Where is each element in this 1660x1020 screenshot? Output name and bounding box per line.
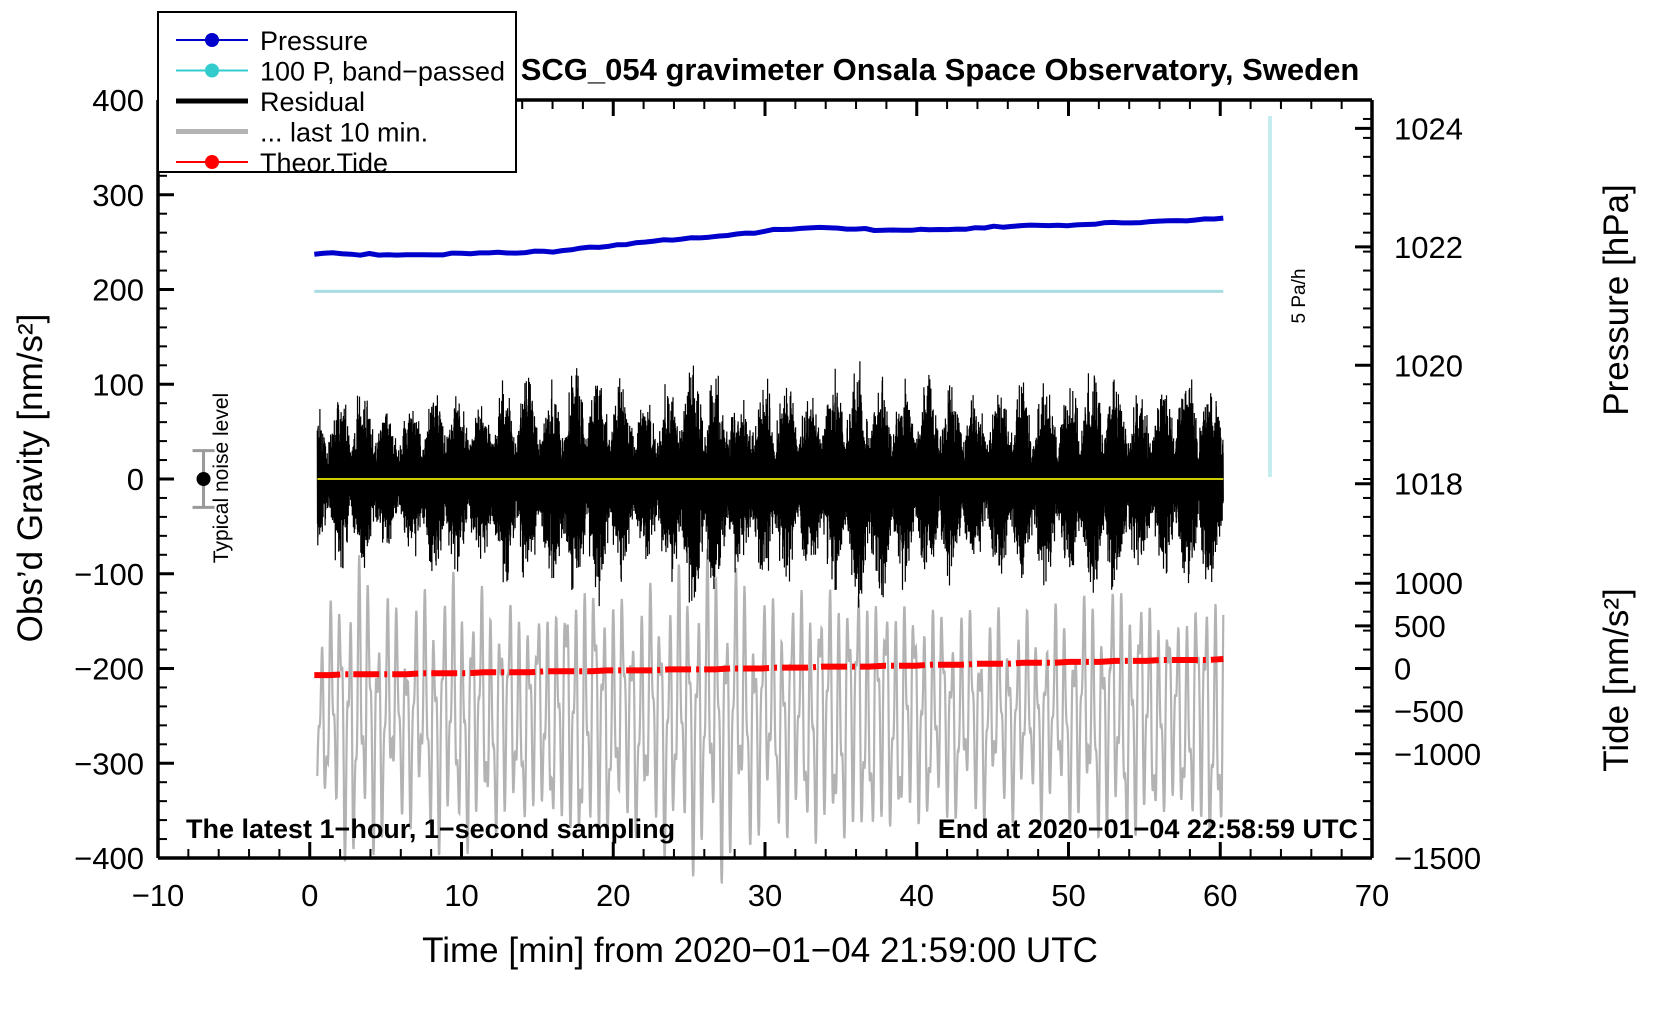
page-title: SCG_054 gravimeter Onsala Space Observat… [521, 52, 1360, 87]
legend-label: Pressure [260, 26, 368, 56]
y-tick-label-tide: 1000 [1394, 566, 1463, 601]
x-tick-label: 0 [301, 878, 318, 913]
y-tick-label-pressure: 1022 [1394, 230, 1463, 265]
x-tick-label: 60 [1203, 878, 1237, 913]
y-tick-label-pressure: 1018 [1394, 467, 1463, 502]
series-pressure [314, 215, 1224, 258]
y-axis-title-tide: Tide [nm/s²] [1597, 588, 1636, 771]
end-time-note: End at 2020−01−04 22:58:59 UTC [938, 814, 1358, 844]
legend-item[interactable]: Residual [176, 87, 365, 117]
noise-label: Typical noise level [210, 393, 233, 563]
x-axis-title: Time [min] from 2020−01−04 21:59:00 UTC [422, 931, 1098, 970]
y-tick-label-left: 0 [127, 462, 144, 497]
x-tick-label: 50 [1051, 878, 1085, 913]
legend-label: Residual [260, 87, 365, 117]
y-tick-label-left: −300 [74, 746, 144, 781]
y-tick-label-left: 100 [92, 367, 144, 402]
y-axis-title-pressure: Pressure [hPa] [1597, 184, 1636, 416]
x-tick-label: 10 [444, 878, 478, 913]
typical-noise-level-annotation: Typical noise level [192, 393, 233, 563]
x-tick-label: 40 [900, 878, 934, 913]
axis-labels: −10 0 10 20 30 40 50 60 70−400−300−200−100010020… [74, 83, 1481, 913]
y-tick-label-left: 400 [92, 83, 144, 118]
y-axis-title-left: Obs’d Gravity [nm/s²] [11, 314, 50, 643]
legend-label: ... last 10 min. [260, 118, 428, 148]
legend-label: 100 P, band−passed [260, 57, 505, 87]
noise-errorbar-point [196, 472, 211, 486]
y-tick-label-tide: −500 [1394, 694, 1464, 729]
y-tick-label-tide: 500 [1394, 609, 1446, 644]
x-tick-label: −10 [132, 878, 185, 913]
x-tick-label: 70 [1355, 878, 1389, 913]
y-tick-label-pressure: 1020 [1394, 348, 1463, 383]
legend-marker [205, 33, 219, 47]
legend-label: Theor.Tide [260, 148, 388, 178]
legend-item[interactable]: Theor.Tide [176, 148, 388, 178]
y-tick-label-left: 300 [92, 178, 144, 213]
noise-errorbar [192, 449, 215, 509]
series-last-10-min [316, 548, 1225, 884]
legend-marker [205, 155, 219, 169]
scalebar-label: 5 Pa/h [1289, 269, 1310, 324]
legend-item[interactable]: ... last 10 min. [176, 118, 428, 148]
pressure-rate-scalebar: 5 Pa/h [1268, 116, 1310, 477]
y-tick-label-left: 200 [92, 273, 144, 308]
y-tick-label-tide: −1000 [1394, 737, 1481, 772]
y-tick-label-tide: −1500 [1394, 841, 1481, 876]
y-tick-label-tide: 0 [1394, 652, 1411, 687]
legend-item[interactable]: Pressure [176, 26, 368, 56]
x-tick-label: 30 [748, 878, 782, 913]
plot-traces [314, 215, 1225, 884]
y-tick-label-left: −100 [74, 557, 144, 592]
y-tick-label-pressure: 1024 [1394, 111, 1463, 146]
y-tick-label-left: −200 [74, 652, 144, 687]
sampling-note: The latest 1−hour, 1−second sampling [186, 814, 675, 844]
legend-marker [205, 63, 219, 78]
legend-item[interactable]: 100 P, band−passed [176, 57, 505, 87]
x-tick-label: 20 [596, 878, 630, 913]
series-theor-tide [314, 656, 1224, 679]
y-tick-label-left: −400 [74, 841, 144, 876]
